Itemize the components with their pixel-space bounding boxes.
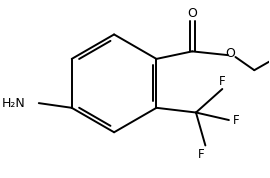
Text: F: F xyxy=(219,75,226,88)
Text: O: O xyxy=(187,7,197,20)
Text: F: F xyxy=(198,148,205,161)
Text: H₂N: H₂N xyxy=(2,97,26,110)
Text: O: O xyxy=(225,47,235,60)
Text: F: F xyxy=(233,114,240,127)
